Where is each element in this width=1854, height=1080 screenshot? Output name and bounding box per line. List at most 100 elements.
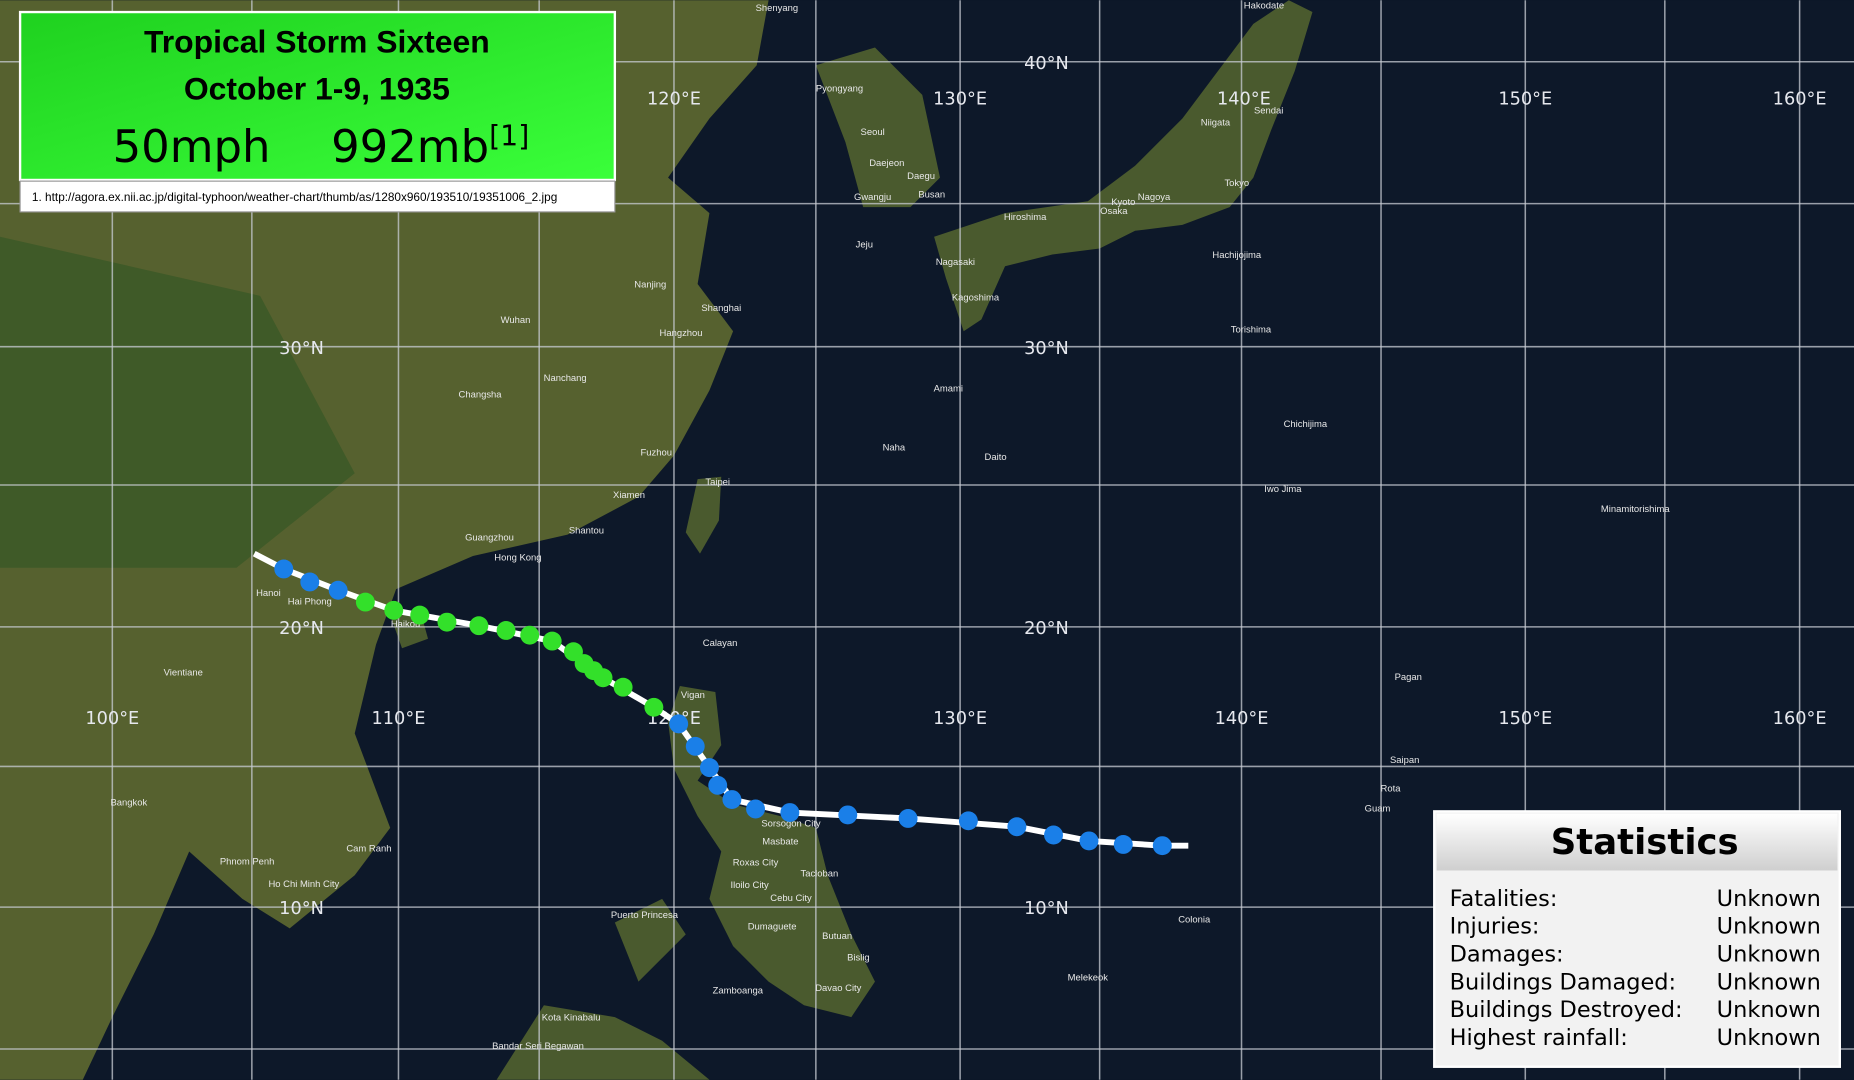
lon-label: 110°E [372, 709, 426, 729]
place-label: Torishima [1231, 324, 1272, 335]
place-label: Cam Ranh [346, 844, 391, 855]
track-point [613, 677, 633, 697]
lat-label: 40°N [1024, 54, 1069, 74]
stats-title: Statistics [1551, 822, 1739, 863]
stat-value: Unknown [1717, 969, 1821, 995]
stat-value: Unknown [1717, 914, 1821, 940]
lat-label: 10°N [1024, 899, 1069, 919]
place-label: Kota Kinabalu [542, 1013, 601, 1024]
place-label: Rota [1381, 783, 1402, 794]
place-label: Puerto Princesa [611, 910, 679, 921]
place-label: Shantou [569, 525, 604, 536]
track-point [898, 808, 918, 828]
place-label: Daito [985, 452, 1007, 463]
storm-dates: October 1-9, 1935 [184, 71, 450, 107]
ref-marker: [1] [489, 120, 529, 153]
track-point [644, 697, 664, 717]
lat-label: 30°N [279, 339, 324, 359]
place-label: Changsha [459, 390, 503, 401]
lon-label: 160°E [1773, 709, 1827, 729]
place-label: Seoul [861, 127, 885, 138]
place-label: Busan [918, 190, 945, 201]
stat-label: Highest rainfall: [1450, 1025, 1628, 1051]
place-label: Masbate [762, 836, 798, 847]
lon-label: 140°E [1215, 709, 1269, 729]
place-label: Dumaguete [748, 922, 797, 933]
track-point [1079, 831, 1099, 851]
place-label: Amami [934, 384, 963, 395]
stats-header [1436, 813, 1838, 871]
lat-label: 20°N [279, 619, 324, 639]
place-label: Naha [883, 443, 906, 454]
track-point [669, 714, 689, 734]
place-label: Kagoshima [952, 293, 1000, 304]
place-label: Guangzhou [465, 533, 514, 544]
place-label: Shenyang [756, 3, 799, 14]
track-point [1007, 817, 1027, 837]
track-point [520, 625, 540, 645]
place-label: Vigan [681, 690, 705, 701]
track-point [1113, 835, 1133, 854]
place-label: Xiamen [613, 490, 645, 501]
stat-label: Fatalities: [1450, 886, 1558, 912]
storm-track [252, 550, 1189, 856]
place-label: Minamitorishima [1601, 504, 1670, 515]
place-label: Zamboanga [713, 985, 764, 996]
place-label: Nanjing [634, 280, 666, 291]
place-label: Vientiane [164, 667, 203, 678]
place-label: Cebu City [770, 893, 812, 904]
stat-label: Buildings Destroyed: [1450, 997, 1683, 1023]
place-label: Taipei [705, 477, 730, 488]
place-label: Wuhan [501, 315, 531, 326]
place-label: Gwangju [854, 192, 891, 203]
track-point [355, 592, 375, 612]
place-label: Phnom Penh [220, 857, 275, 868]
place-label: Shanghai [701, 303, 741, 314]
place-label: Sorsogon City [761, 819, 821, 830]
place-label: Hanoi [256, 588, 281, 599]
place-label: Jeju [856, 239, 873, 250]
place-label: Nagasaki [936, 257, 975, 268]
place-label: Bandar Seri Begawan [492, 1041, 584, 1052]
place-label: Tacloban [801, 868, 839, 879]
place-label: Kyoto [1111, 197, 1135, 208]
wind-speed: 50mph [113, 120, 271, 173]
place-label: Butuan [822, 931, 852, 942]
place-label: Haikou [391, 619, 420, 630]
track-point [780, 803, 800, 823]
place-label: Bislig [847, 952, 870, 963]
track-point [300, 572, 320, 592]
track-point [1044, 825, 1063, 845]
place-label: Hong Kong [494, 553, 541, 564]
place-label: Osaka [1100, 206, 1128, 217]
place-label: Saipan [1390, 755, 1419, 766]
stat-label: Damages: [1450, 942, 1564, 968]
track-point [542, 631, 562, 651]
lon-label: 160°E [1773, 89, 1827, 109]
track-point [746, 799, 766, 819]
place-label: Daejeon [869, 158, 904, 169]
pressure: 992mb[1] [331, 120, 529, 174]
place-label: Davao City [815, 983, 861, 994]
reference-panel [19, 180, 616, 213]
place-label: Pyongyang [816, 83, 863, 94]
place-label: Pagan [1395, 672, 1422, 683]
track-point [410, 605, 430, 625]
lat-label: 30°N [1024, 339, 1069, 359]
place-label: Roxas City [733, 858, 779, 869]
place-label: Daegu [907, 171, 935, 182]
place-label: Calayan [703, 638, 738, 649]
stat-value: Unknown [1717, 1025, 1821, 1051]
lon-label: 120°E [647, 89, 701, 109]
place-label: Melekeok [1068, 972, 1109, 983]
statistics-box: Statistics Fatalities: Unknown Injuries: Un… [1433, 810, 1841, 1068]
lon-label: 150°E [1498, 709, 1552, 729]
info-panel [18, 10, 617, 182]
lat-label: 20°N [1024, 619, 1069, 639]
place-label: Hakodate [1244, 1, 1284, 12]
reference: 1. http://agora.ex.nii.ac.jp/digital-typ… [32, 190, 557, 204]
place-label: Nanchang [544, 373, 587, 384]
